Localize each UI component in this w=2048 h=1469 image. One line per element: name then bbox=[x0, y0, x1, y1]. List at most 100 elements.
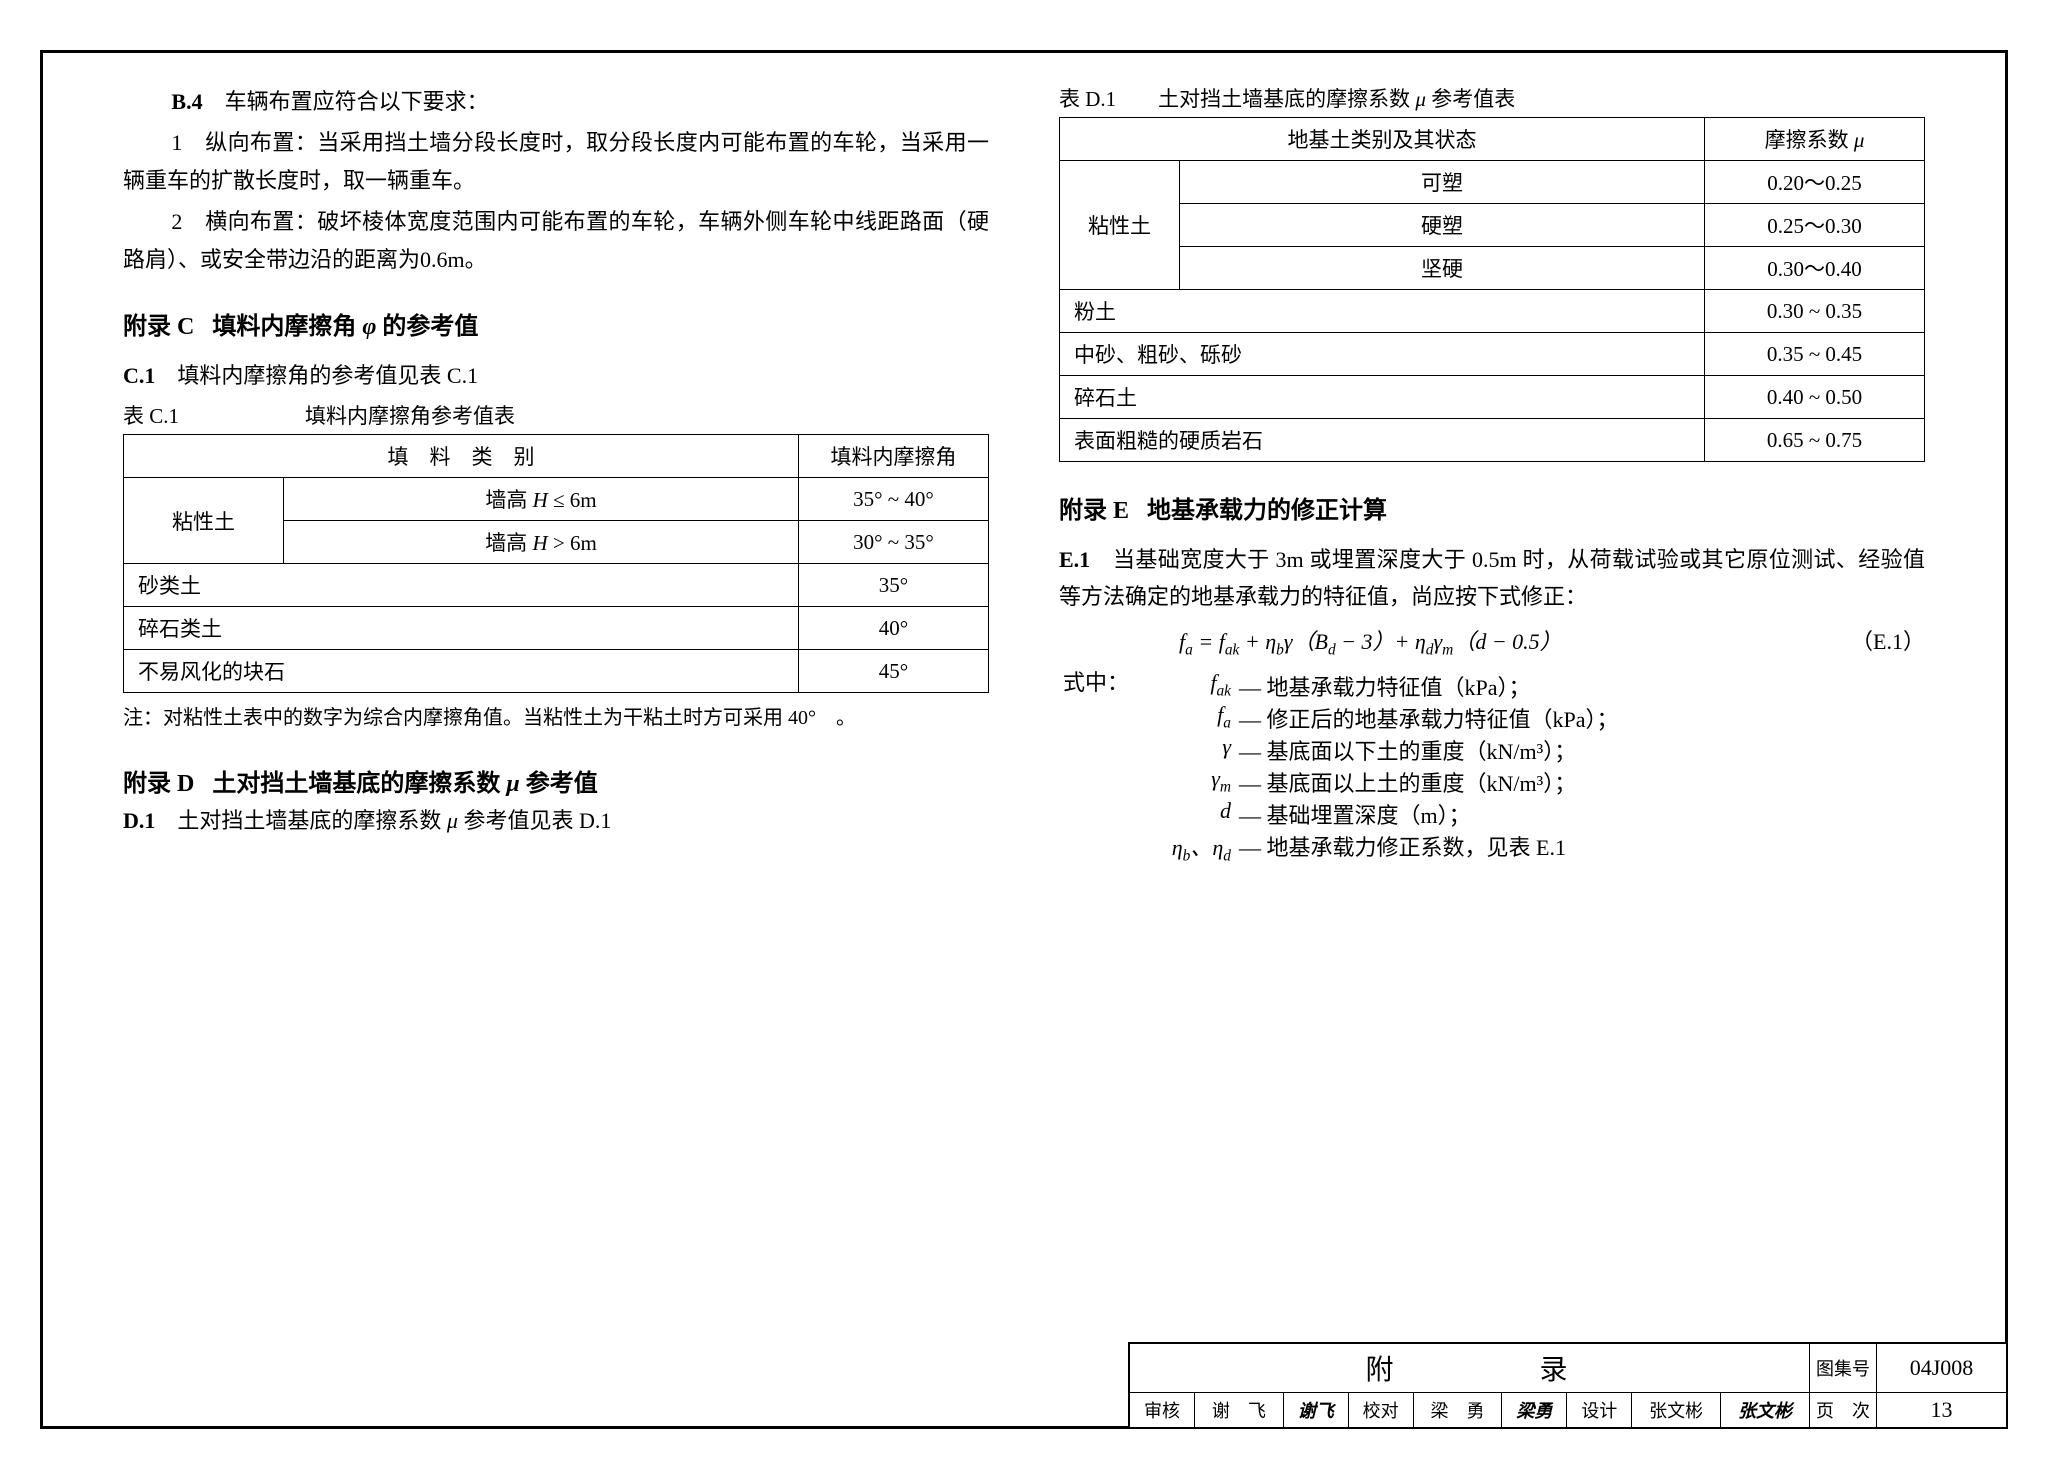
formula-def-3: γ— 基底面以下土的重度（kN/m³）； bbox=[1159, 734, 1925, 766]
design-sig: 张文彬 bbox=[1721, 1393, 1810, 1428]
proof-sig: 梁勇 bbox=[1502, 1393, 1567, 1428]
d1-label: D.1 bbox=[123, 808, 155, 833]
b4-label: B.4 bbox=[171, 89, 202, 114]
atlas-number: 04J008 bbox=[1877, 1344, 2007, 1393]
formula-def-4: γm— 基底面以上土的重度（kN/m³）； bbox=[1159, 766, 1925, 798]
def-gamma-m: — 基底面以上土的重度（kN/m³）； bbox=[1239, 766, 1576, 798]
table-d1: 地基土类别及其状态 摩擦系数 μ 粘性土 可塑 0.20～0.25 硬塑 0.2… bbox=[1059, 117, 1925, 462]
d1-header-type: 地基土类别及其状态 bbox=[1060, 118, 1705, 161]
formula-e1-num: （E.1） bbox=[1851, 624, 1925, 656]
def-d: — 基础埋置深度（m）； bbox=[1239, 798, 1471, 830]
sym-fak: fak bbox=[1159, 670, 1239, 702]
formula-definitions: fak— 地基承载力特征值（kPa）； fa— 修正后的地基承载力特征值（kPa… bbox=[1159, 670, 1925, 865]
table-c1-num: 表 C.1 bbox=[123, 404, 179, 428]
e1-text: 当基础宽度大于 3m 或埋置深度大于 0.5m 时，从荷载试验或其它原位测试、经… bbox=[1059, 547, 1925, 609]
check-label: 审核 bbox=[1130, 1393, 1195, 1428]
b4-title: 车辆布置应符合以下要求： bbox=[225, 89, 489, 114]
table-row: 粘性土 墙高 H ≤ 6m 35° ~ 40° bbox=[124, 478, 989, 521]
c1-r1a-cond: 墙高 H ≤ 6m bbox=[284, 478, 799, 521]
sym-fa: fa bbox=[1159, 702, 1239, 734]
two-column-layout: B.4 车辆布置应符合以下要求： 1 纵向布置：当采用挡土墙分段长度时，取分段长… bbox=[123, 83, 1925, 1083]
title-block-table: 附 录 图集号 04J008 审核 谢 飞 谢飞 校对 梁 勇 梁勇 设计 张文… bbox=[1129, 1343, 2007, 1428]
c1-intro: C.1 填料内摩擦角的参考值见表 C.1 bbox=[123, 357, 989, 394]
c1-r4-type: 不易风化的块石 bbox=[124, 650, 799, 693]
c1-r2-val: 35° bbox=[799, 564, 989, 607]
table-c1: 填 料 类 别 填料内摩擦角 粘性土 墙高 H ≤ 6m 35° ~ 40° 墙… bbox=[123, 434, 989, 693]
page-label: 页 次 bbox=[1810, 1393, 1877, 1428]
table-row: 粘性土 可塑 0.20～0.25 bbox=[1060, 161, 1925, 204]
check-sig: 谢飞 bbox=[1283, 1393, 1348, 1428]
c1-r3-type: 碎石类土 bbox=[124, 607, 799, 650]
design-name: 张文彬 bbox=[1632, 1393, 1721, 1428]
sym-gamma-m: γm bbox=[1159, 766, 1239, 798]
b4-item2-text: 横向布置：破坏棱体宽度范围内可能布置的车轮，车辆外侧车轮中线距路面（硬路肩）、或… bbox=[123, 209, 989, 271]
doc-title: 附 录 bbox=[1130, 1344, 1810, 1393]
b4-item1-text: 纵向布置：当采用挡土墙分段长度时，取分段长度内可能布置的车轮，当采用一辆重车的扩… bbox=[123, 130, 989, 192]
c1-text: 填料内摩擦角的参考值见表 C.1 bbox=[177, 363, 478, 388]
def-fak: — 地基承载力特征值（kPa）； bbox=[1239, 670, 1531, 702]
c1-r1b-val: 30° ~ 35° bbox=[799, 521, 989, 564]
d1-r2-val: 0.30 ~ 0.35 bbox=[1705, 290, 1925, 333]
c1-r3-val: 40° bbox=[799, 607, 989, 650]
appendix-d-title: 土对挡土墙基底的摩擦系数 μ 参考值 bbox=[212, 763, 597, 798]
title-block-row-1: 附 录 图集号 04J008 bbox=[1130, 1344, 2007, 1393]
d1-r1-type: 粘性土 bbox=[1060, 161, 1180, 290]
d1-r1b-state: 硬塑 bbox=[1180, 204, 1705, 247]
title-block-row-2: 审核 谢 飞 谢飞 校对 梁 勇 梁勇 设计 张文彬 张文彬 页 次 13 bbox=[1130, 1393, 2007, 1428]
d1-header-mu: 摩擦系数 μ bbox=[1705, 118, 1925, 161]
right-column: 表 D.1 土对挡土墙基底的摩擦系数 μ 参考值表 地基土类别及其状态 摩擦系数… bbox=[1059, 83, 1925, 1083]
d1-r1c-state: 坚硬 bbox=[1180, 247, 1705, 290]
table-row: 表面粗糙的硬质岩石 0.65 ~ 0.75 bbox=[1060, 419, 1925, 462]
def-gamma: — 基底面以下土的重度（kN/m³）； bbox=[1239, 734, 1576, 766]
formula-e1: fa = fak + ηbγ（Bd − 3）+ ηdγm（d − 0.5） （E… bbox=[1059, 620, 1925, 665]
formula-e1-expr: fa = fak + ηbγ（Bd − 3）+ ηdγm（d − 0.5） bbox=[1179, 629, 1562, 654]
formula-def-6: ηb、ηd— 地基承载力修正系数，见表 E.1 bbox=[1159, 830, 1925, 865]
appendix-c-label: 附录 C bbox=[123, 306, 194, 341]
page-border: B.4 车辆布置应符合以下要求： 1 纵向布置：当采用挡土墙分段长度时，取分段长… bbox=[40, 50, 2008, 1429]
c1-r1-type: 粘性土 bbox=[124, 478, 284, 564]
title-block: 附 录 图集号 04J008 审核 谢 飞 谢飞 校对 梁 勇 梁勇 设计 张文… bbox=[1128, 1342, 2008, 1429]
c1-r4-val: 45° bbox=[799, 650, 989, 693]
e1-intro: E.1 当基础宽度大于 3m 或埋置深度大于 0.5m 时，从荷载试验或其它原位… bbox=[1059, 541, 1925, 616]
table-row: 中砂、粗砂、砾砂 0.35 ~ 0.45 bbox=[1060, 333, 1925, 376]
design-label: 设计 bbox=[1567, 1393, 1632, 1428]
def-fa: — 修正后的地基承载力特征值（kPa）； bbox=[1239, 702, 1619, 734]
d1-r3-type: 中砂、粗砂、砾砂 bbox=[1060, 333, 1705, 376]
table-d1-title: 土对挡土墙基底的摩擦系数 μ 参考值表 bbox=[1158, 87, 1515, 111]
table-row: 坚硬 0.30～0.40 bbox=[1060, 247, 1925, 290]
c1-note: 注：对粘性土表中的数字为综合内摩擦角值。当粘性土为干粘土时方可采用 40° 。 bbox=[123, 701, 989, 735]
sym-gamma: γ bbox=[1159, 734, 1239, 766]
section-b4-intro: B.4 车辆布置应符合以下要求： bbox=[123, 83, 989, 120]
d1-text: 土对挡土墙基底的摩擦系数 μ 参考值见表 D.1 bbox=[177, 808, 611, 833]
d1-r1b-val: 0.25～0.30 bbox=[1705, 204, 1925, 247]
table-row: 碎石类土 40° bbox=[124, 607, 989, 650]
d1-r1a-state: 可塑 bbox=[1180, 161, 1705, 204]
proof-label: 校对 bbox=[1348, 1393, 1413, 1428]
appendix-c-heading: 附录 C 填料内摩擦角 φ 的参考值 bbox=[123, 306, 989, 341]
d1-r3-val: 0.35 ~ 0.45 bbox=[1705, 333, 1925, 376]
b4-item2-num: 2 bbox=[171, 209, 182, 234]
appendix-d-heading: 附录 D 土对挡土墙基底的摩擦系数 μ 参考值 bbox=[123, 763, 989, 798]
table-d1-caption: 表 D.1 土对挡土墙基底的摩擦系数 μ 参考值表 bbox=[1059, 83, 1925, 113]
table-c1-caption: 表 C.1 填料内摩擦角参考值表 bbox=[123, 400, 989, 430]
sym-d: d bbox=[1159, 798, 1239, 830]
appendix-d-label: 附录 D bbox=[123, 763, 194, 798]
d1-r2-type: 粉土 bbox=[1060, 290, 1705, 333]
table-row: 碎石土 0.40 ~ 0.50 bbox=[1060, 376, 1925, 419]
c1-header-type: 填 料 类 别 bbox=[124, 435, 799, 478]
formula-def-1: fak— 地基承载力特征值（kPa）； bbox=[1159, 670, 1925, 702]
appendix-c-title: 填料内摩擦角 φ 的参考值 bbox=[212, 306, 478, 341]
d1-r5-type: 表面粗糙的硬质岩石 bbox=[1060, 419, 1705, 462]
table-row: 不易风化的块石 45° bbox=[124, 650, 989, 693]
table-row: 砂类土 35° bbox=[124, 564, 989, 607]
formula-def-5: d— 基础埋置深度（m）； bbox=[1159, 798, 1925, 830]
page-number: 13 bbox=[1877, 1393, 2007, 1428]
b4-item-1: 1 纵向布置：当采用挡土墙分段长度时，取分段长度内可能布置的车轮，当采用一辆重车… bbox=[123, 124, 989, 199]
d1-r5-val: 0.65 ~ 0.75 bbox=[1705, 419, 1925, 462]
formula-def-2: fa— 修正后的地基承载力特征值（kPa）； bbox=[1159, 702, 1925, 734]
atlas-label: 图集号 bbox=[1810, 1344, 1877, 1393]
c1-r2-type: 砂类土 bbox=[124, 564, 799, 607]
d1-r4-type: 碎石土 bbox=[1060, 376, 1705, 419]
e1-label: E.1 bbox=[1059, 547, 1090, 572]
proof-name: 梁 勇 bbox=[1413, 1393, 1502, 1428]
